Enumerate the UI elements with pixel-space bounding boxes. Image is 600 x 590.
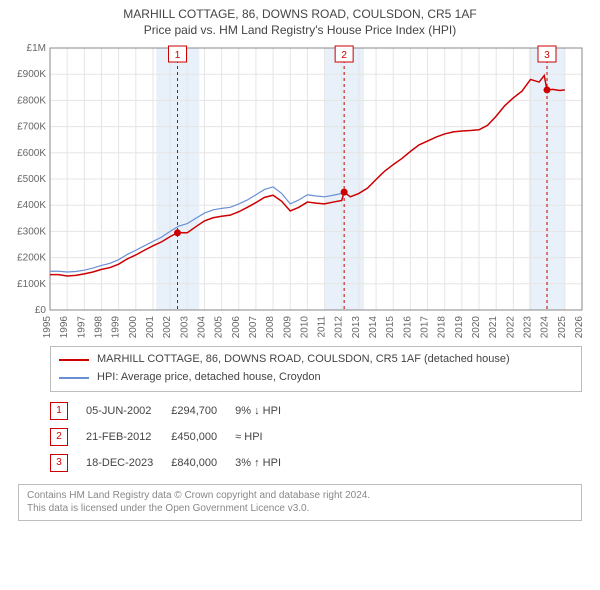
svg-text:2025: 2025	[557, 316, 568, 339]
svg-text:1998: 1998	[93, 316, 104, 339]
svg-text:2012: 2012	[334, 316, 345, 339]
svg-text:2016: 2016	[402, 316, 413, 339]
svg-text:£500K: £500K	[17, 174, 46, 185]
svg-text:2003: 2003	[179, 316, 190, 339]
legend-label-hpi: HPI: Average price, detached house, Croy…	[97, 369, 321, 387]
svg-text:2022: 2022	[505, 316, 516, 339]
marker-row: 2 21-FEB-2012£450,000≈ HPI	[50, 424, 299, 450]
footer: Contains HM Land Registry data © Crown c…	[18, 484, 582, 521]
marker-price: £450,000	[171, 424, 235, 450]
svg-text:2000: 2000	[128, 316, 139, 339]
chart-svg: £0 £100K £200K £300K £400K £500K £600K £700K £80…	[6, 40, 594, 340]
footer-line1: Contains HM Land Registry data © Crown c…	[27, 489, 573, 503]
legend-swatch-property	[59, 359, 89, 361]
markers-table: 1 05-JUN-2002£294,7009% ↓ HPI 2 21-FEB-2012…	[50, 398, 299, 476]
svg-text:2020: 2020	[471, 316, 482, 339]
marker-date: 05-JUN-2002	[86, 398, 171, 424]
svg-text:2001: 2001	[145, 316, 156, 339]
svg-text:£700K: £700K	[17, 122, 46, 133]
price-chart: £0 £100K £200K £300K £400K £500K £600K £700K £80…	[6, 40, 594, 340]
marker-delta: 9% ↓ HPI	[235, 398, 299, 424]
svg-text:£600K: £600K	[17, 148, 46, 159]
title-line1: MARHILL COTTAGE, 86, DOWNS ROAD, COULSDO…	[6, 6, 594, 22]
svg-text:2007: 2007	[248, 316, 259, 339]
title-line2: Price paid vs. HM Land Registry's House …	[6, 22, 594, 38]
svg-text:2026: 2026	[574, 316, 585, 339]
chart-title: MARHILL COTTAGE, 86, DOWNS ROAD, COULSDO…	[6, 6, 594, 38]
svg-text:2010: 2010	[299, 316, 310, 339]
legend: MARHILL COTTAGE, 86, DOWNS ROAD, COULSDO…	[50, 346, 582, 391]
marker-row: 1 05-JUN-2002£294,7009% ↓ HPI	[50, 398, 299, 424]
svg-text:2023: 2023	[523, 316, 534, 339]
marker-row: 3 18-DEC-2023£840,0003% ↑ HPI	[50, 450, 299, 476]
marker-badge: 1	[50, 402, 68, 420]
svg-text:£800K: £800K	[17, 96, 46, 107]
svg-text:2004: 2004	[196, 316, 207, 339]
svg-text:£1M: £1M	[27, 43, 46, 54]
svg-text:1996: 1996	[59, 316, 70, 339]
svg-text:£900K: £900K	[17, 70, 46, 81]
svg-text:3: 3	[544, 50, 550, 61]
legend-label-property: MARHILL COTTAGE, 86, DOWNS ROAD, COULSDO…	[97, 351, 510, 369]
svg-text:2002: 2002	[162, 316, 173, 339]
svg-text:2009: 2009	[282, 316, 293, 339]
marker-date: 18-DEC-2023	[86, 450, 171, 476]
svg-text:1995: 1995	[42, 316, 53, 339]
svg-text:2014: 2014	[368, 316, 379, 339]
svg-text:2005: 2005	[214, 316, 225, 339]
marker-badge: 2	[50, 428, 68, 446]
svg-text:2018: 2018	[437, 316, 448, 339]
svg-text:2021: 2021	[488, 316, 499, 339]
footer-line2: This data is licensed under the Open Gov…	[27, 502, 573, 516]
svg-text:1999: 1999	[111, 316, 122, 339]
marker-price: £840,000	[171, 450, 235, 476]
svg-text:£300K: £300K	[17, 227, 46, 238]
svg-text:£200K: £200K	[17, 253, 46, 264]
svg-text:2017: 2017	[420, 316, 431, 339]
svg-text:2011: 2011	[317, 316, 328, 338]
svg-text:2008: 2008	[265, 316, 276, 339]
legend-row-hpi: HPI: Average price, detached house, Croy…	[59, 369, 573, 387]
marker-badge: 3	[50, 454, 68, 472]
svg-text:1: 1	[175, 50, 181, 61]
svg-text:2019: 2019	[454, 316, 465, 339]
marker-delta: 3% ↑ HPI	[235, 450, 299, 476]
legend-swatch-hpi	[59, 377, 89, 379]
svg-text:£400K: £400K	[17, 201, 46, 212]
svg-text:£0: £0	[35, 305, 47, 316]
svg-text:2024: 2024	[540, 316, 551, 339]
svg-text:£100K: £100K	[17, 279, 46, 290]
svg-text:2013: 2013	[351, 316, 362, 339]
marker-price: £294,700	[171, 398, 235, 424]
marker-date: 21-FEB-2012	[86, 424, 171, 450]
svg-text:2006: 2006	[231, 316, 242, 339]
svg-text:2: 2	[341, 50, 347, 61]
marker-delta: ≈ HPI	[235, 424, 299, 450]
legend-row-property: MARHILL COTTAGE, 86, DOWNS ROAD, COULSDO…	[59, 351, 573, 369]
svg-text:2015: 2015	[385, 316, 396, 339]
svg-text:1997: 1997	[76, 316, 87, 339]
